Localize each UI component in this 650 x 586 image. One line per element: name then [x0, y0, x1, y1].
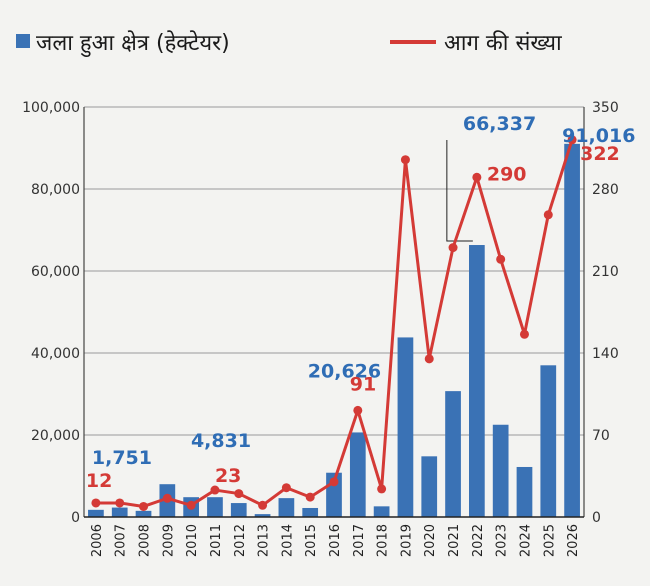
x-tick-label: 2023	[495, 524, 510, 557]
y-right-tick: 350	[592, 100, 619, 116]
y-left-tick: 20,000	[31, 428, 80, 444]
line-data-label: 23	[215, 465, 241, 487]
line-data-label: 322	[580, 143, 620, 165]
x-tick-label: 2011	[209, 524, 224, 557]
bar	[421, 456, 438, 517]
x-tick-label: 2021	[447, 524, 462, 557]
bar-data-label: 4,831	[191, 430, 251, 452]
bar	[88, 509, 104, 517]
fires-point	[139, 501, 149, 511]
fires-point	[258, 500, 268, 510]
y-left-tick: 0	[71, 510, 80, 526]
fires-point	[496, 254, 506, 264]
x-tick-label: 2013	[257, 524, 272, 557]
fires-point	[377, 484, 387, 494]
bar-data-label: 66,337	[463, 113, 536, 135]
bar	[207, 497, 223, 517]
fires-point	[519, 329, 529, 339]
fires-point	[115, 498, 125, 508]
y-left-tick: 60,000	[31, 264, 80, 280]
bars	[88, 143, 580, 517]
bar	[445, 391, 461, 517]
x-tick-label: 2009	[161, 524, 176, 557]
fires-line	[91, 135, 577, 511]
bar	[373, 506, 390, 517]
y-left-tick: 100,000	[22, 100, 80, 116]
bar-data-label: 91,016	[562, 125, 635, 147]
bar	[469, 245, 485, 517]
bar	[254, 514, 271, 517]
annotation-leader	[446, 140, 473, 242]
bar	[278, 498, 295, 517]
x-tick-label: 2014	[280, 524, 295, 557]
y-right-tick: 210	[592, 264, 619, 280]
y-right-tick: 280	[592, 182, 619, 198]
fires-point	[400, 155, 410, 165]
bar	[516, 466, 533, 517]
bar	[111, 507, 128, 517]
y-right-tick: 140	[592, 346, 619, 362]
bar	[564, 143, 580, 517]
axes: 0 20,000 40,000 60,000 80,000 100,000 0 70 140 21…	[22, 100, 619, 557]
x-tick-label: 2024	[518, 524, 533, 557]
fires-point	[91, 498, 101, 508]
fires-point	[329, 477, 339, 487]
fires-point	[472, 172, 482, 182]
line-data-label: 91	[350, 373, 376, 395]
leader-line	[446, 140, 473, 242]
x-tick-label: 2006	[90, 524, 105, 557]
legend-line-label: आग की संख्या	[444, 30, 562, 56]
fires-point	[353, 405, 363, 415]
fires-point	[281, 483, 291, 493]
x-tick-label: 2012	[233, 524, 248, 557]
legend-bar-label: जला हुआ क्षेत्र (हेक्टेयर)	[36, 30, 230, 57]
x-tick-label: 2015	[304, 524, 319, 557]
fires-point	[186, 500, 196, 510]
fires-point	[305, 492, 315, 502]
line-data-label: 12	[86, 470, 112, 492]
x-tick-label: 2022	[471, 524, 486, 557]
x-tick-label: 2019	[399, 524, 414, 557]
y-left-tick: 40,000	[31, 346, 80, 362]
bar-data-label: 20,626	[308, 360, 381, 382]
bar	[349, 432, 366, 517]
bar-data-label: 1,751	[92, 447, 152, 469]
x-tick-label: 2010	[185, 524, 200, 557]
fires-point	[424, 354, 434, 364]
x-tick-label: 2016	[328, 524, 343, 557]
legend: जला हुआ क्षेत्र (हेक्टेयर) आग की संख्या	[16, 30, 562, 57]
bar	[397, 337, 414, 517]
bar	[230, 503, 247, 517]
x-tick-label: 2017	[352, 524, 367, 557]
x-tick-label: 2025	[542, 524, 557, 557]
legend-bar-swatch	[16, 34, 30, 48]
x-tick-label: 2026	[566, 524, 581, 557]
x-tick-label: 2018	[376, 524, 391, 557]
x-tick-label: 2007	[114, 524, 129, 557]
x-tick-label: 2008	[138, 524, 153, 557]
line-data-label: 290	[487, 163, 527, 185]
y-right-tick: 70	[592, 428, 610, 444]
bar	[492, 424, 509, 517]
fires-point	[543, 210, 553, 220]
x-tick-label: 2020	[423, 524, 438, 557]
fires-point	[234, 489, 244, 499]
fires-point	[210, 485, 220, 495]
bar	[302, 507, 319, 517]
y-right-tick: 0	[592, 510, 601, 526]
bar	[135, 510, 152, 517]
y-left-tick: 80,000	[31, 182, 80, 198]
fires-point	[448, 243, 458, 253]
fires-point	[162, 493, 172, 503]
bar	[540, 365, 557, 517]
fires-point	[567, 135, 577, 145]
